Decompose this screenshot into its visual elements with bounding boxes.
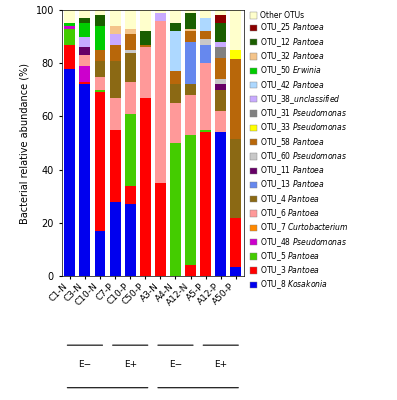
Bar	[230, 50, 241, 59]
Bar	[200, 130, 211, 132]
Bar	[215, 132, 226, 276]
Bar	[140, 98, 151, 276]
Bar	[230, 59, 241, 138]
Bar	[94, 15, 106, 26]
Bar	[215, 84, 226, 90]
Bar	[125, 34, 136, 50]
Bar	[94, 50, 106, 60]
Bar	[64, 10, 75, 23]
Bar	[79, 55, 91, 66]
Bar	[125, 50, 136, 52]
Bar	[185, 13, 196, 29]
Bar	[185, 95, 196, 135]
Bar	[155, 21, 166, 183]
Bar	[94, 26, 106, 50]
Bar	[79, 82, 91, 84]
Bar	[230, 267, 241, 276]
Bar	[140, 10, 151, 31]
Bar	[79, 37, 91, 47]
Bar	[170, 84, 181, 103]
Text: E−: E−	[78, 360, 91, 369]
Bar	[170, 31, 181, 71]
Bar	[200, 31, 211, 39]
Bar	[79, 84, 91, 276]
Bar	[64, 29, 75, 44]
Bar	[215, 23, 226, 42]
Text: E−: E−	[169, 360, 182, 369]
Bar	[125, 10, 136, 29]
Bar	[185, 29, 196, 31]
Bar	[200, 39, 211, 44]
Text: E+: E+	[214, 360, 227, 369]
Bar	[230, 10, 241, 50]
Text: E+: E+	[123, 360, 137, 369]
Bar	[230, 218, 241, 267]
Bar	[215, 15, 226, 23]
Bar	[94, 92, 106, 231]
Bar	[64, 26, 75, 29]
Bar	[79, 23, 91, 37]
Bar	[125, 114, 136, 186]
Bar	[94, 76, 106, 90]
Bar	[200, 63, 211, 130]
Bar	[140, 31, 151, 44]
Bar	[64, 23, 75, 26]
Bar	[125, 52, 136, 82]
Bar	[125, 82, 136, 114]
Bar	[200, 10, 211, 18]
Bar	[94, 10, 106, 15]
Bar	[110, 34, 121, 44]
Bar	[185, 135, 196, 265]
Bar	[170, 143, 181, 276]
Bar	[140, 44, 151, 47]
Bar	[110, 202, 121, 276]
Bar	[200, 44, 211, 63]
Bar	[215, 42, 226, 47]
Legend: Other OTUs, OTU_25 $\it{Pantoea}$, OTU_12 $\it{Pantoea}$, OTU_32 $\it{Pantoea}$,: Other OTUs, OTU_25 $\it{Pantoea}$, OTU_1…	[250, 11, 349, 292]
Y-axis label: Bacterial relative abundance (%): Bacterial relative abundance (%)	[20, 62, 30, 224]
Bar	[155, 10, 166, 13]
Bar	[200, 132, 211, 276]
Bar	[155, 13, 166, 21]
Bar	[185, 31, 196, 42]
Bar	[79, 66, 91, 82]
Bar	[64, 44, 75, 68]
Bar	[185, 10, 196, 13]
Bar	[170, 10, 181, 23]
Bar	[110, 26, 121, 34]
Bar	[215, 58, 226, 79]
Bar	[170, 23, 181, 31]
Bar	[170, 103, 181, 143]
Bar	[215, 90, 226, 111]
Bar	[79, 18, 91, 23]
Bar	[110, 130, 121, 202]
Bar	[110, 98, 121, 130]
Bar	[185, 265, 196, 276]
Bar	[215, 79, 226, 84]
Bar	[125, 186, 136, 204]
Bar	[215, 10, 226, 15]
Bar	[200, 18, 211, 31]
Bar	[155, 183, 166, 276]
Bar	[64, 68, 75, 276]
Bar	[125, 29, 136, 34]
Bar	[215, 111, 226, 132]
Bar	[140, 47, 151, 98]
Bar	[79, 47, 91, 55]
Bar	[170, 71, 181, 84]
Bar	[94, 90, 106, 92]
Bar	[94, 231, 106, 276]
Bar	[185, 84, 196, 95]
Bar	[230, 138, 241, 218]
Bar	[125, 204, 136, 276]
Bar	[79, 10, 91, 18]
Bar	[215, 47, 226, 58]
Bar	[110, 44, 121, 60]
Bar	[110, 10, 121, 26]
Bar	[185, 42, 196, 84]
Bar	[110, 60, 121, 98]
Bar	[94, 60, 106, 76]
